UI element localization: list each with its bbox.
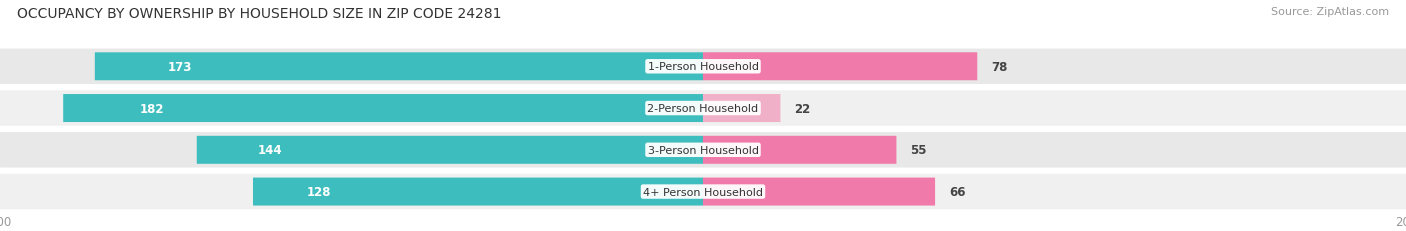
FancyBboxPatch shape [0, 91, 1406, 126]
FancyBboxPatch shape [253, 178, 703, 206]
Text: 128: 128 [307, 185, 332, 198]
Text: 144: 144 [257, 144, 283, 157]
Text: 4+ Person Household: 4+ Person Household [643, 187, 763, 197]
FancyBboxPatch shape [63, 95, 703, 122]
Text: 78: 78 [991, 61, 1008, 73]
FancyBboxPatch shape [0, 133, 1406, 168]
Text: OCCUPANCY BY OWNERSHIP BY HOUSEHOLD SIZE IN ZIP CODE 24281: OCCUPANCY BY OWNERSHIP BY HOUSEHOLD SIZE… [17, 7, 502, 21]
FancyBboxPatch shape [94, 53, 703, 81]
Text: Source: ZipAtlas.com: Source: ZipAtlas.com [1271, 7, 1389, 17]
Text: 55: 55 [911, 144, 927, 157]
FancyBboxPatch shape [703, 53, 977, 81]
FancyBboxPatch shape [0, 174, 1406, 209]
Text: 1-Person Household: 1-Person Household [648, 62, 758, 72]
FancyBboxPatch shape [703, 178, 935, 206]
Text: 3-Person Household: 3-Person Household [648, 145, 758, 155]
Text: 22: 22 [794, 102, 811, 115]
Text: 2-Person Household: 2-Person Household [647, 103, 759, 114]
FancyBboxPatch shape [703, 136, 897, 164]
Text: 173: 173 [167, 61, 193, 73]
FancyBboxPatch shape [197, 136, 703, 164]
FancyBboxPatch shape [0, 49, 1406, 85]
Text: 66: 66 [949, 185, 966, 198]
Text: 182: 182 [141, 102, 165, 115]
FancyBboxPatch shape [703, 95, 780, 122]
